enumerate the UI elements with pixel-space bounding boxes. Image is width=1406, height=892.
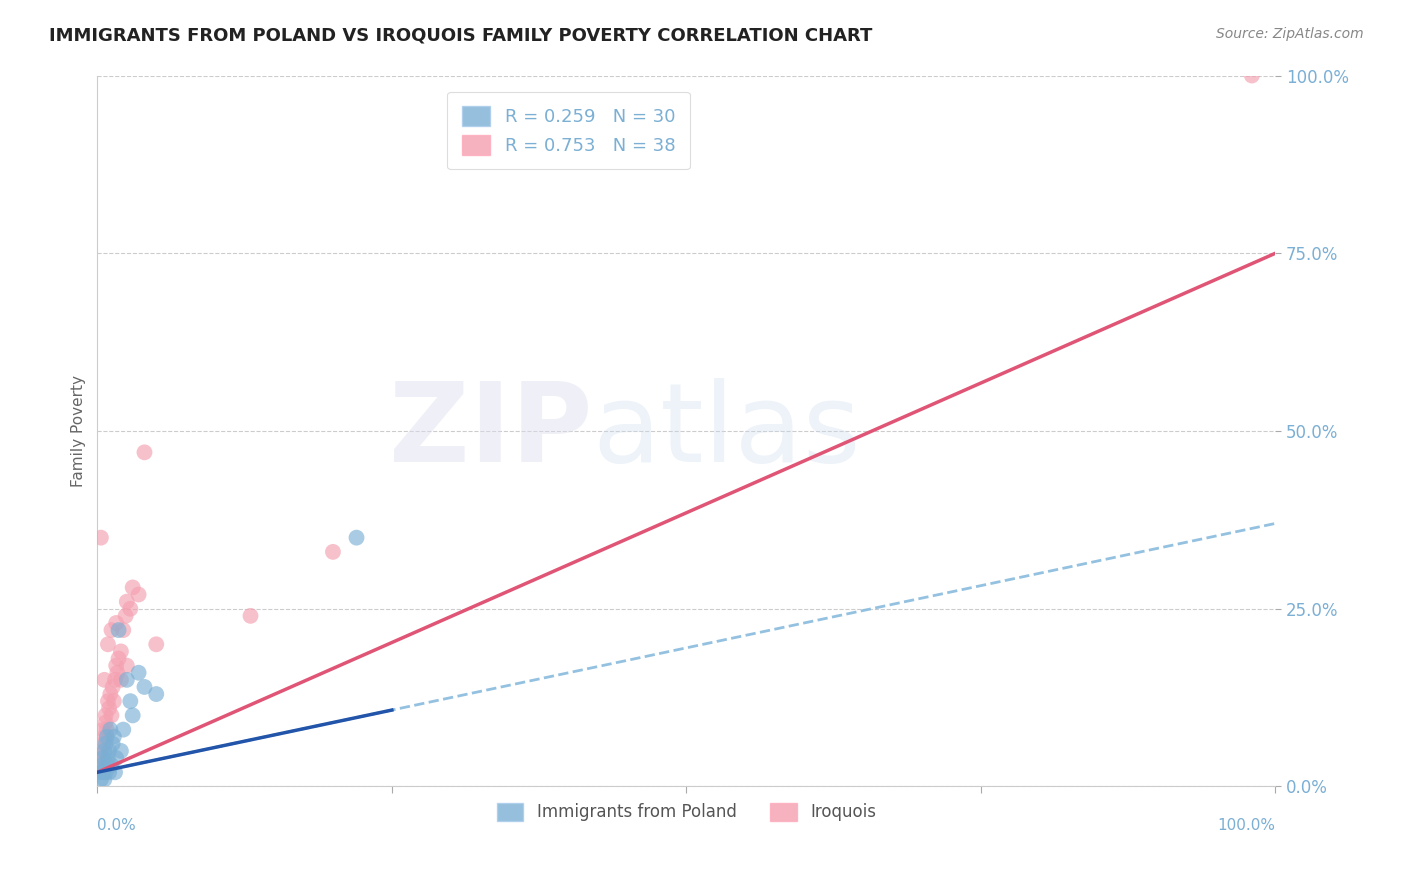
Point — [93, 673, 115, 687]
Point — [98, 701, 121, 715]
Point — [93, 730, 115, 744]
Text: IMMIGRANTS FROM POLAND VS IROQUOIS FAMILY POVERTY CORRELATION CHART: IMMIGRANTS FROM POLAND VS IROQUOIS FAMIL… — [49, 27, 873, 45]
Point — [97, 637, 120, 651]
Text: 100.0%: 100.0% — [1218, 819, 1275, 833]
Point — [110, 673, 132, 687]
Point — [89, 765, 111, 780]
Point — [110, 744, 132, 758]
Point — [239, 608, 262, 623]
Y-axis label: Family Poverty: Family Poverty — [72, 375, 86, 487]
Point — [104, 765, 127, 780]
Point — [90, 772, 112, 787]
Point — [100, 623, 122, 637]
Point — [105, 751, 128, 765]
Point — [90, 744, 112, 758]
Point — [128, 588, 150, 602]
Point — [105, 615, 128, 630]
Point — [91, 758, 114, 772]
Point — [94, 765, 117, 780]
Point — [96, 723, 118, 737]
Point — [90, 531, 112, 545]
Point — [128, 665, 150, 680]
Point — [115, 658, 138, 673]
Point — [91, 751, 114, 765]
Point — [89, 758, 111, 772]
Point — [91, 737, 114, 751]
Point — [120, 601, 142, 615]
Text: atlas: atlas — [592, 377, 860, 484]
Point — [97, 751, 120, 765]
Point — [98, 765, 121, 780]
Text: 0.0%: 0.0% — [97, 819, 136, 833]
Point — [100, 758, 122, 772]
Point — [107, 651, 129, 665]
Point — [346, 531, 368, 545]
Point — [93, 744, 115, 758]
Point — [121, 581, 143, 595]
Point — [93, 772, 115, 787]
Point — [91, 723, 114, 737]
Point — [120, 694, 142, 708]
Point — [101, 680, 124, 694]
Point — [322, 545, 344, 559]
Point — [145, 687, 167, 701]
Point — [112, 623, 135, 637]
Point — [105, 665, 128, 680]
Point — [112, 723, 135, 737]
Text: Source: ZipAtlas.com: Source: ZipAtlas.com — [1216, 27, 1364, 41]
Point — [98, 744, 121, 758]
Point — [103, 694, 125, 708]
Point — [115, 594, 138, 608]
Point — [94, 708, 117, 723]
Point — [96, 758, 118, 772]
Legend: Immigrants from Poland, Iroquois: Immigrants from Poland, Iroquois — [491, 796, 883, 828]
Text: ZIP: ZIP — [388, 377, 592, 484]
Point — [115, 673, 138, 687]
Point — [98, 687, 121, 701]
Point — [134, 680, 156, 694]
Point — [94, 715, 117, 730]
Point — [114, 608, 136, 623]
Point — [145, 637, 167, 651]
Point — [94, 737, 117, 751]
Point — [100, 708, 122, 723]
Point — [101, 737, 124, 751]
Point — [110, 644, 132, 658]
Point — [91, 765, 114, 780]
Point — [98, 723, 121, 737]
Point — [96, 730, 118, 744]
Point — [104, 673, 127, 687]
Point — [105, 658, 128, 673]
Point — [97, 694, 120, 708]
Point — [103, 730, 125, 744]
Point — [134, 445, 156, 459]
Point — [107, 623, 129, 637]
Point — [1240, 69, 1263, 83]
Point — [91, 751, 114, 765]
Point — [121, 708, 143, 723]
